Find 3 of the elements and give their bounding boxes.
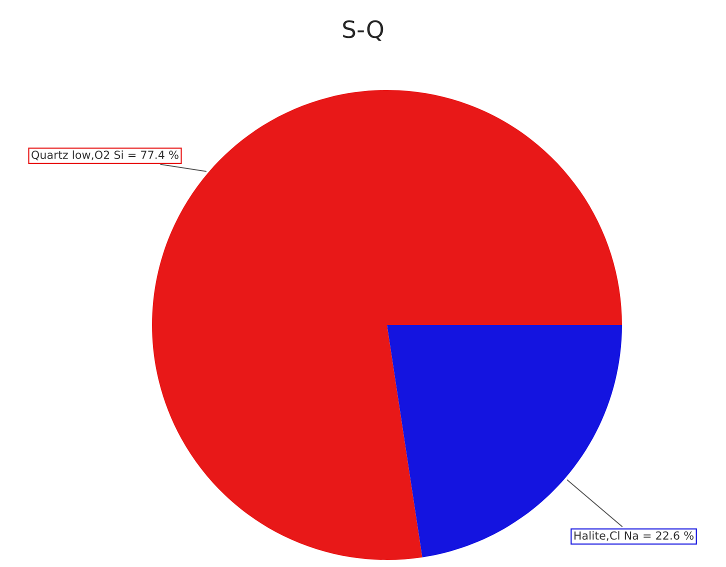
data-label: Quartz low,O2 Si = 77.4 %: [32, 150, 178, 160]
chart-title: S-Q: [343, 20, 384, 41]
data-label: Halite,Cl Na = 22.6 %: [574, 531, 694, 541]
